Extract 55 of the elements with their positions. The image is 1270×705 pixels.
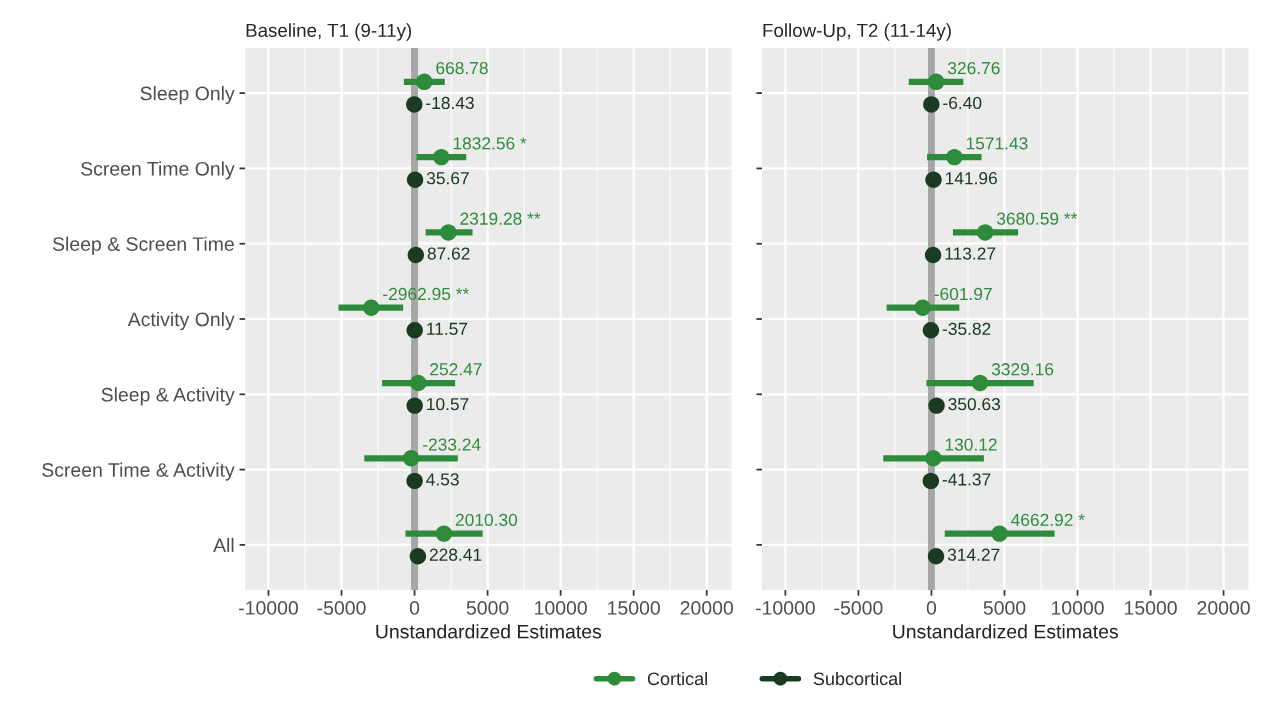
x-tick-label: -5000 [834, 601, 883, 615]
chart-title: Baseline, T1 (9-11y) [246, 23, 412, 41]
data-label: 1832.56 * [453, 137, 527, 150]
data-label: 252.47 [430, 363, 482, 376]
data-label: 326.76 [947, 61, 1000, 75]
y-tick-label: Sleep & Screen Time [52, 236, 234, 255]
data-label: 3329.16 [991, 363, 1054, 376]
x-tick-label: 5000 [983, 601, 1026, 615]
y-tick-label: Screen Time Only [81, 161, 235, 180]
x-tick-label: 20000 [680, 601, 733, 615]
y-tick-label: All [213, 537, 234, 552]
x-axis-title: Unstandardized Estimates [893, 624, 1118, 639]
x-axis-title: Unstandardized Estimates [376, 624, 602, 639]
x-tick-label: 10000 [1051, 601, 1104, 615]
chart-title: Follow-Up, T2 (11-14y) [763, 23, 951, 41]
data-label: 10.57 [427, 397, 469, 411]
data-label: 668.78 [436, 61, 488, 75]
data-label: 3680.59 ** [996, 212, 1078, 225]
x-tick-label: 15000 [608, 601, 660, 615]
data-label: 4662.92 * [1011, 513, 1085, 527]
data-label: 2010.30 [455, 513, 518, 527]
x-tick-label: 10000 [535, 601, 587, 615]
data-label: -233.24 [423, 438, 481, 451]
data-label: 130.12 [945, 438, 997, 451]
x-tick-label: -5000 [317, 601, 366, 615]
x-tick-label: 15000 [1124, 601, 1177, 615]
data-label: -41.37 [942, 473, 991, 486]
data-label: 2319.28 ** [460, 212, 541, 225]
x-tick-label: 0 [409, 601, 420, 615]
x-tick-label: 0 [926, 601, 937, 615]
data-label: -6.40 [943, 96, 982, 110]
data-label: 35.67 [426, 172, 469, 185]
data-label: 1571.43 [966, 137, 1028, 150]
data-label: 4.53 [426, 473, 459, 486]
data-label: 141.96 [945, 172, 997, 185]
data-label: -2962.95 ** [383, 287, 469, 301]
data-label: 228.41 [429, 548, 482, 561]
data-label: 350.63 [948, 397, 1001, 411]
data-label: 11.57 [427, 322, 468, 335]
data-label: -35.82 [942, 322, 991, 335]
y-tick-label: Sleep Only [140, 86, 235, 105]
y-tick-label: Sleep & Activity [101, 387, 235, 406]
data-label: -18.43 [426, 96, 474, 110]
x-tick-label: -10000 [755, 601, 815, 615]
legend-label: Subcortical [813, 671, 901, 686]
data-label: 87.62 [427, 247, 470, 260]
x-tick-label: -10000 [239, 601, 298, 615]
y-tick-label: Screen Time & Activity [42, 462, 235, 481]
data-label: -601.97 [934, 287, 992, 301]
y-tick-label: Activity Only [127, 311, 235, 331]
data-label: 113.27 [945, 247, 996, 260]
x-tick-label: 20000 [1197, 601, 1250, 615]
data-label: 314.27 [947, 548, 1000, 561]
x-tick-label: 5000 [466, 601, 509, 615]
legend-label: Cortical [647, 671, 707, 686]
